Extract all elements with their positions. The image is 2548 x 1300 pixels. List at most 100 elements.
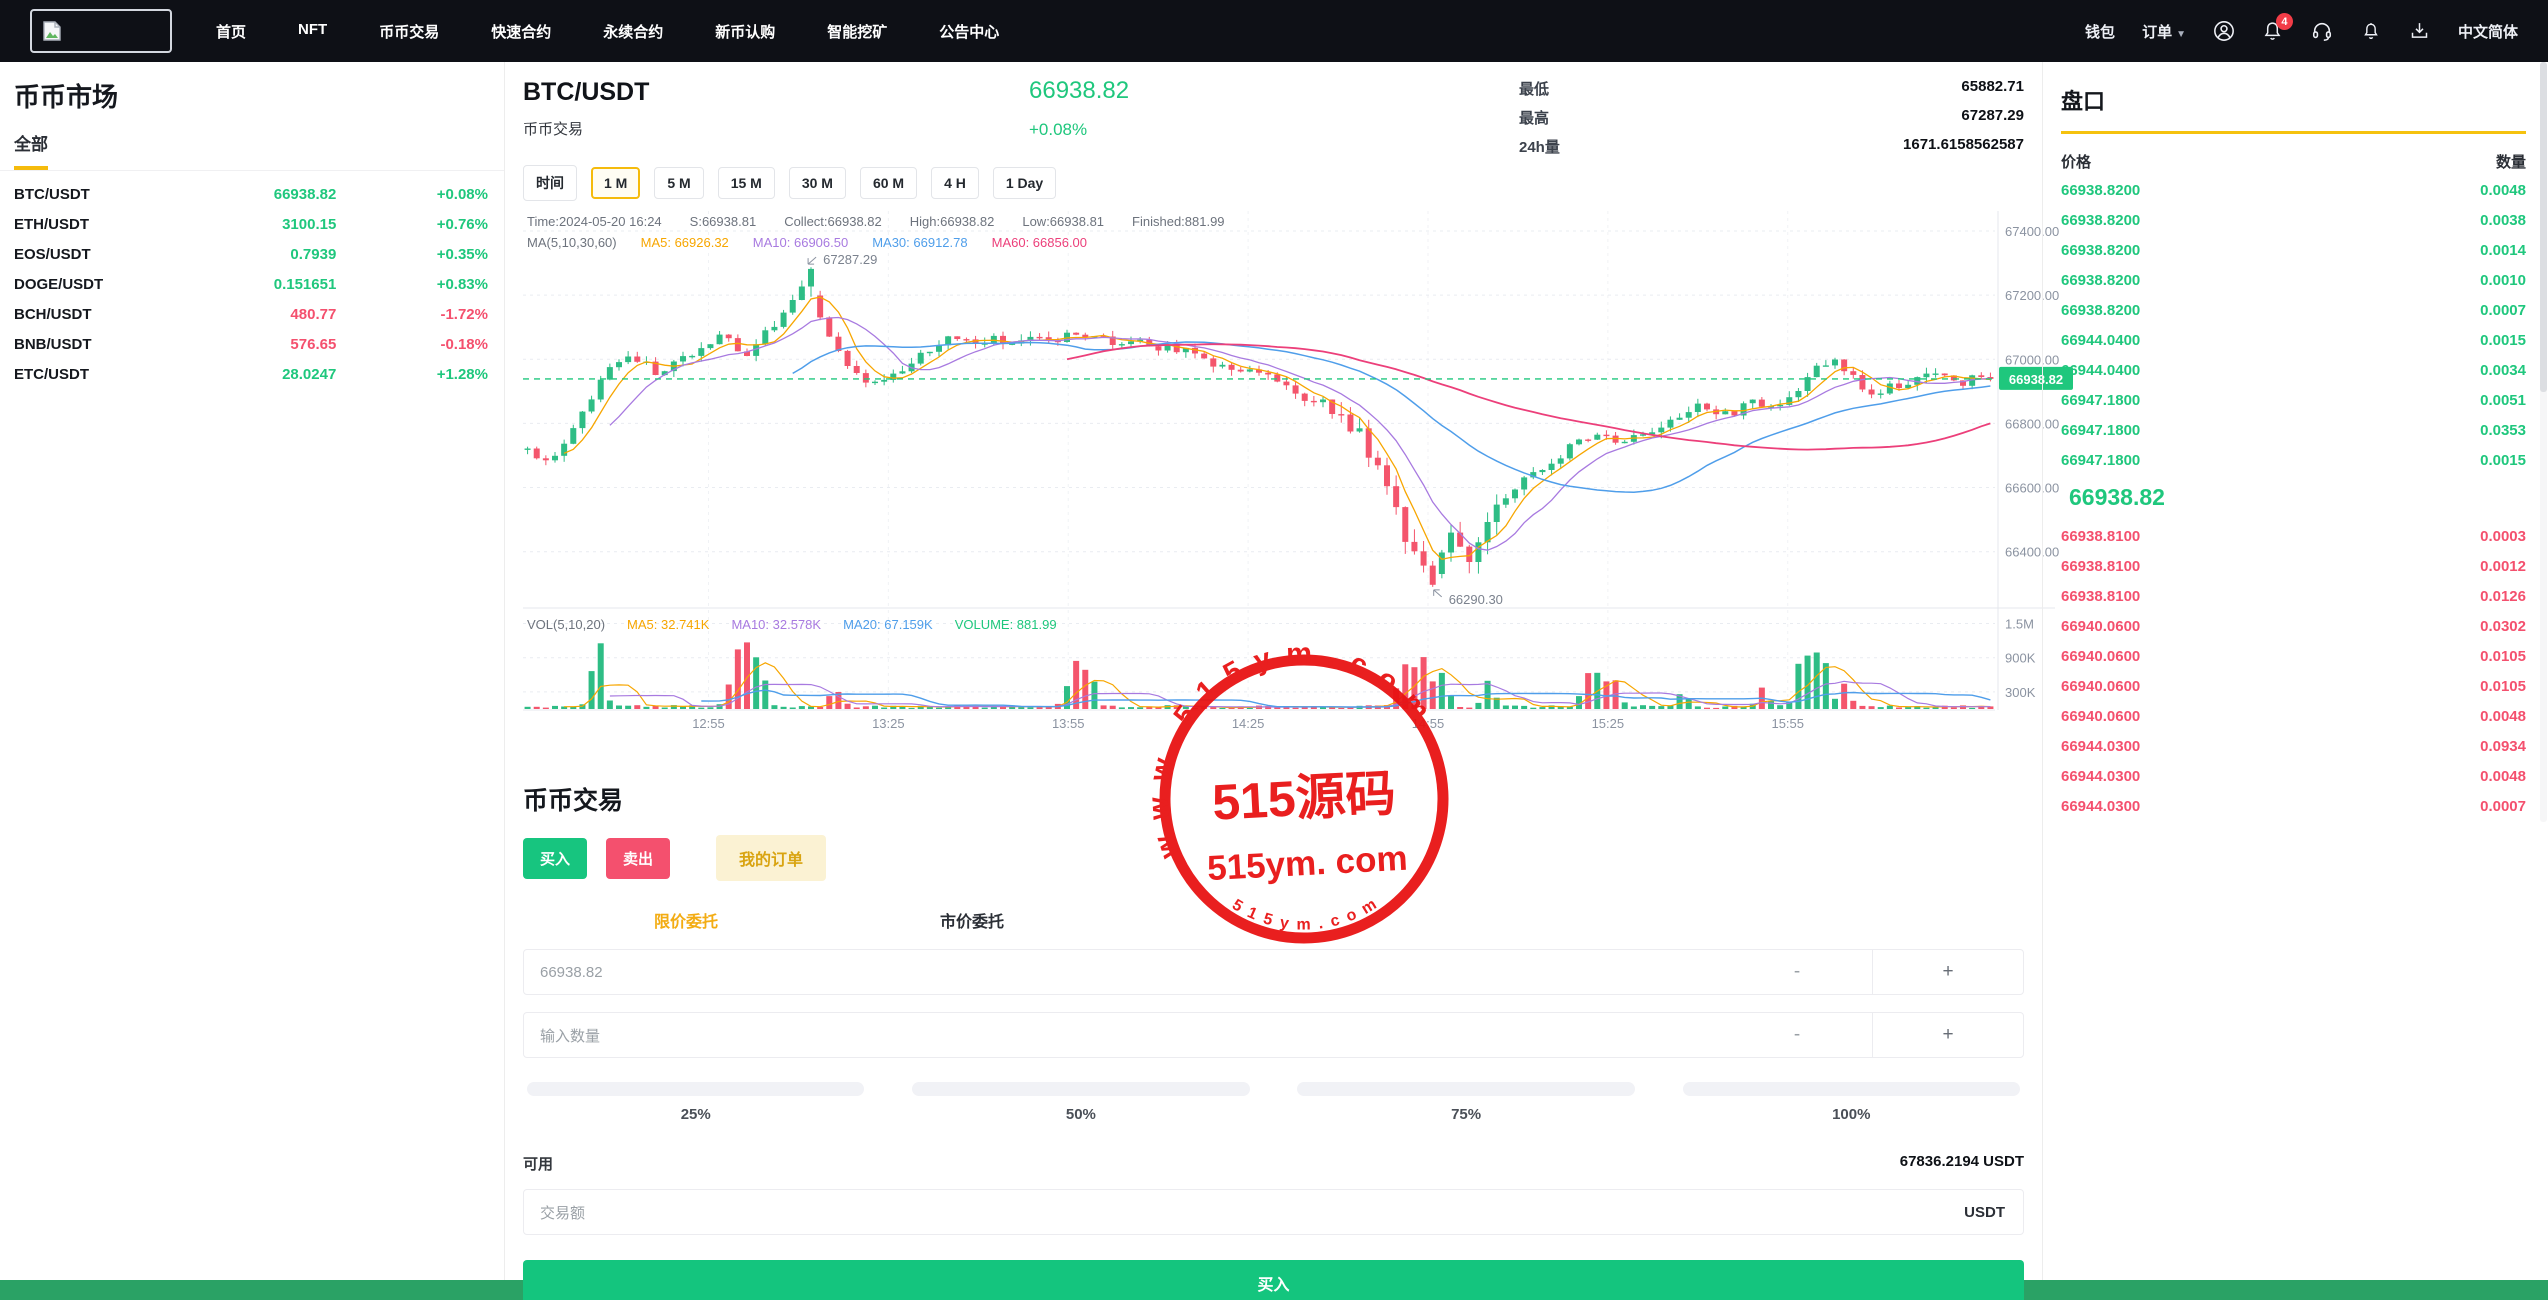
high-label: 最高 [1519,110,1550,127]
quantity-plus-button[interactable]: + [1942,1024,1954,1045]
tab-limit-order[interactable]: 限价委托 [654,914,719,931]
percent-slider-label: 50% [1065,1106,1096,1123]
tab-market-order[interactable]: 市价委托 [940,914,1005,931]
order-book-panel: 盘口 价格 数量 66938.8200 0.0048 66938.8200 0.003… [2042,62,2548,1280]
buy-tab-button[interactable]: 买入 [523,837,588,879]
nav-menu-item[interactable]: 智能挖矿 [827,23,888,41]
download-app-icon[interactable] [2409,20,2431,42]
svg-text:66600.00: 66600.00 [2005,481,2059,496]
pair-label: ETC/USDT [14,365,89,383]
order-book-row[interactable]: 66938.8200 0.0014 [2061,235,2526,265]
scrollbar-thumb[interactable] [2540,62,2547,392]
market-row[interactable]: ETC/USDT 28.0247 +1.28% [0,359,504,389]
order-book-row[interactable]: 66938.8100 0.0003 [2061,521,2526,551]
timeframe-30m[interactable]: 30 M [788,167,846,199]
order-book-row[interactable]: 66944.0300 0.0048 [2061,761,2526,791]
order-book-row[interactable]: 66940.0600 0.0105 [2061,671,2526,701]
order-book-row[interactable]: 66940.0600 0.0048 [2061,701,2526,731]
order-book-row[interactable]: 66938.8100 0.0126 [2061,581,2526,611]
wallet-link[interactable]: 钱包 [2085,23,2116,41]
timeframe-15m[interactable]: 15 M [717,167,775,199]
price-minus-button[interactable]: - [1793,961,1801,982]
market-tabbar: 全部 [0,130,504,171]
order-book-row[interactable]: 66947.1800 0.0051 [2061,385,2526,415]
ticker-header: BTC/USDT 币币交易 66938.82 +0.08% 最低 65882.7… [523,78,2024,157]
order-book-row[interactable]: 66940.0600 0.0105 [2061,641,2526,671]
order-qty: 0.0007 [2480,797,2526,815]
order-book-row[interactable]: 66944.0400 0.0034 [2061,355,2526,385]
account-icon[interactable] [2213,20,2235,42]
percent-slider-bar[interactable] [912,1082,1250,1096]
svg-text:66800.00: 66800.00 [2005,416,2059,431]
scrollbar[interactable] [2540,62,2547,822]
percent-slider-bar[interactable] [527,1082,865,1096]
trade-section: 币币交易 买入 卖出 我的订单 限价委托 市价委托 66938.82 - + 输… [523,781,2024,1300]
order-book-row[interactable]: 66938.8200 0.0038 [2061,205,2526,235]
timeframe-1day[interactable]: 1 Day [992,167,1057,199]
nav-menu-item[interactable]: 新币认购 [715,23,776,41]
orders-dropdown[interactable]: 订单 ▼ [2142,23,2186,41]
stepper-divider [1872,1013,1873,1057]
submit-buy-button[interactable]: 买入 [523,1260,2024,1300]
order-book-row[interactable]: 66944.0300 0.0007 [2061,791,2526,821]
order-qty: 0.0934 [2480,737,2526,755]
timeframe-1m[interactable]: 1 M [591,167,641,199]
market-row[interactable]: ETH/USDT 3100.15 +0.76% [0,209,504,239]
timeframe-5m[interactable]: 5 M [654,167,704,199]
market-row[interactable]: EOS/USDT 0.7939 +0.35% [0,239,504,269]
my-orders-button[interactable]: 我的订单 [716,835,827,881]
order-book-row[interactable]: 66944.0300 0.0934 [2061,731,2526,761]
percent-slider-bar[interactable] [1297,1082,1635,1096]
order-book-row[interactable]: 66938.8100 0.0012 [2061,551,2526,581]
pair-label: BCH/USDT [14,305,92,323]
low-label: 最低 [1519,81,1550,98]
market-row[interactable]: BTC/USDT 66938.82 +0.08% [0,179,504,209]
svg-text:15:25: 15:25 [1592,716,1625,731]
order-book-row[interactable]: 66947.1800 0.0353 [2061,415,2526,445]
nav-menu-item[interactable]: 快速合约 [491,23,552,41]
support-headset-icon[interactable] [2311,20,2333,42]
announcement-bell-icon[interactable] [2360,20,2382,42]
order-price: 66944.0300 [2061,737,2141,755]
timeframe-60m[interactable]: 60 M [859,167,918,199]
price-input[interactable]: 66938.82 [540,963,603,981]
order-book-row[interactable]: 66938.8200 0.0048 [2061,175,2526,205]
market-row[interactable]: BCH/USDT 480.77 -1.72% [0,299,504,329]
order-price: 66940.0600 [2061,617,2141,635]
market-row[interactable]: BNB/USDT 576.65 -0.18% [0,329,504,359]
sell-tab-button[interactable]: 卖出 [606,837,671,879]
amount-currency: USDT [1964,1203,2005,1221]
order-qty: 0.0034 [2480,361,2526,379]
ticker-symbol-block: BTC/USDT 币币交易 [523,78,943,139]
nav-menu-item[interactable]: 公告中心 [939,23,1000,41]
tab-all-markets[interactable]: 全部 [14,130,48,170]
high-value: 67287.29 [1961,107,2024,124]
language-selector[interactable]: 中文简体 [2457,23,2518,41]
timeframe-4h[interactable]: 4 H [931,167,979,199]
market-row[interactable]: DOGE/USDT 0.151651 +0.83% [0,269,504,299]
svg-text:14:25: 14:25 [1232,716,1265,731]
amount-input[interactable]: 交易额 [540,1204,586,1222]
order-book-row[interactable]: 66944.0400 0.0015 [2061,325,2526,355]
price-plus-button[interactable]: + [1942,961,1954,982]
volume-24h-label: 24h量 [1519,139,1560,156]
pair-label: BTC/USDT [14,185,90,203]
quantity-minus-button[interactable]: - [1793,1024,1801,1045]
nav-menu-item[interactable]: 币币交易 [379,23,440,41]
order-book-row[interactable]: 66938.8200 0.0007 [2061,295,2526,325]
nav-menu-item[interactable]: 永续合约 [603,23,664,41]
nav-menu-item[interactable]: NFT [298,20,328,38]
order-book-row[interactable]: 66938.8200 0.0010 [2061,265,2526,295]
price-input-group: 66938.82 - + [523,949,2024,995]
order-book-row[interactable]: 66947.1800 0.0015 [2061,445,2526,475]
order-price: 66944.0400 [2061,361,2141,379]
order-price: 66944.0300 [2061,767,2141,785]
quantity-input[interactable]: 输入数量 [540,1027,601,1045]
logo[interactable] [30,9,172,53]
order-book-row[interactable]: 66940.0600 0.0302 [2061,611,2526,641]
nav-menu-item[interactable]: 首页 [216,23,247,41]
svg-text:14:55: 14:55 [1412,716,1445,731]
notification-bell-icon[interactable]: 4 [2262,13,2293,42]
percent-slider-bar[interactable] [1682,1082,2020,1096]
svg-text:900K: 900K [2005,651,2036,666]
